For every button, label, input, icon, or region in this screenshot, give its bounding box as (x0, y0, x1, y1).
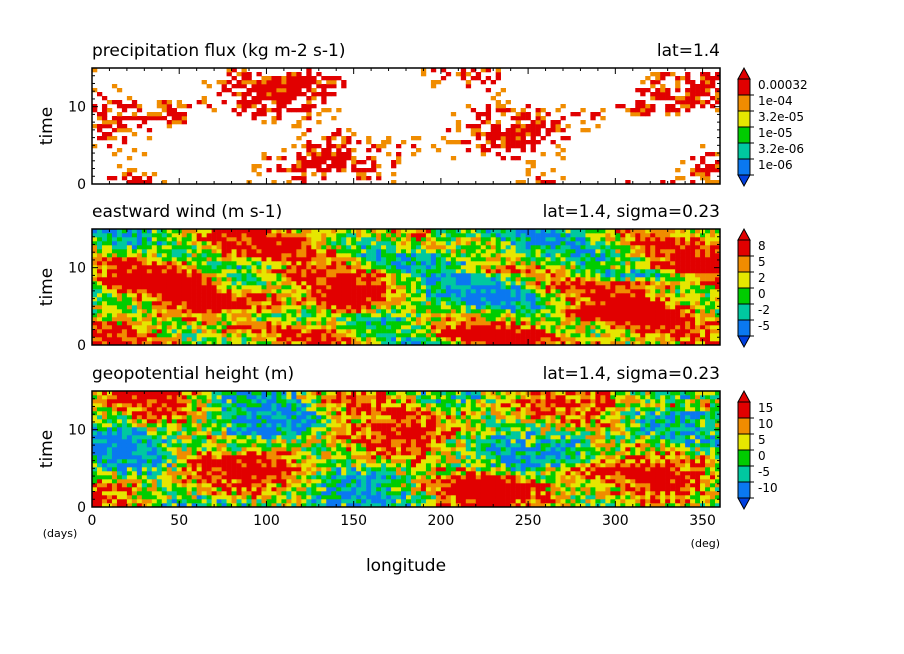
x-tick-label: 350 (689, 513, 716, 529)
panel-subtitle: lat=1.4, sigma=0.23 (543, 202, 720, 222)
colorbar-min-arrow (737, 335, 751, 349)
colorbar-swatch (737, 287, 751, 305)
panel-3: geopotential height (m) lat=1.4, sigma=0.… (37, 364, 778, 576)
x-unit-label: (deg) (691, 537, 720, 550)
y-axis-label: time (37, 107, 57, 145)
panel-subtitle: lat=1.4, sigma=0.23 (543, 364, 720, 384)
x-tick-label: 0 (88, 513, 97, 529)
colorbar-max-arrow (737, 389, 751, 403)
y-tick-label: 10 (68, 423, 86, 439)
colorbar-min-arrow (737, 497, 751, 511)
colorbar-swatch (737, 465, 751, 483)
panel-2: eastward wind (m s-1) lat=1.4, sigma=0.23… (37, 202, 770, 354)
colorbar-swatch (737, 78, 751, 96)
panel-title: geopotential height (m) (92, 364, 294, 384)
colorbar-label: 0 (758, 449, 766, 463)
y-ticks (92, 228, 720, 346)
panel-title: eastward wind (m s-1) (92, 202, 282, 222)
colorbar-swatch (737, 401, 751, 419)
colorbar-label: 8 (758, 239, 766, 253)
colorbar-label: 1e-05 (758, 126, 793, 140)
colorbar-swatch (737, 319, 751, 337)
y-axis-label: time (37, 268, 57, 306)
y-tick-label: 0 (77, 500, 86, 516)
colorbar-max-arrow (737, 227, 751, 241)
heatmap-field (92, 68, 721, 185)
colorbar-swatch (737, 255, 751, 273)
colorbar-label: 3.2e-06 (758, 142, 804, 156)
colorbar: 0.00032 1e-04 3.2e-05 1e-05 3.2e-06 1e-06 (737, 66, 808, 188)
colorbar-swatch (737, 110, 751, 128)
colorbar-swatch (737, 94, 751, 112)
x-tick-label: 300 (602, 513, 629, 529)
panel-subtitle: lat=1.4 (657, 41, 720, 61)
colorbar-label: -5 (758, 465, 770, 479)
x-ticks (91, 391, 721, 507)
colorbar-label: 5 (758, 433, 766, 447)
heatmap-field (92, 391, 721, 508)
panel-1: precipitation flux (kg m-2 s-1) lat=1.4 0 1… (37, 41, 808, 193)
colorbar-label: 1e-04 (758, 94, 793, 108)
x-ticks (91, 229, 721, 345)
x-tick-label: 150 (340, 513, 367, 529)
panel-title: precipitation flux (kg m-2 s-1) (92, 41, 345, 61)
y-unit-label: (days) (43, 527, 78, 540)
colorbar-label: 2 (758, 271, 766, 285)
x-ticks (91, 68, 721, 184)
colorbar-label: -10 (758, 481, 778, 495)
x-axis-label: longitude (366, 556, 446, 576)
y-tick-label: 0 (77, 338, 86, 354)
colorbar: 8 5 2 0 -2 -5 (737, 227, 770, 349)
y-tick-label: 0 (77, 177, 86, 193)
x-tick-label: 100 (253, 513, 280, 529)
colorbar-label: -2 (758, 303, 770, 317)
colorbar-label: -5 (758, 319, 770, 333)
colorbar-swatch (737, 271, 751, 289)
y-ticks (92, 390, 720, 508)
colorbar-label: 0.00032 (758, 78, 808, 92)
y-ticks (92, 67, 720, 185)
colorbar-swatch (737, 126, 751, 144)
colorbar-label: 10 (758, 417, 773, 431)
heatmap-field (92, 229, 721, 346)
colorbar-max-arrow (737, 66, 751, 80)
colorbar-label: 3.2e-05 (758, 110, 804, 124)
x-tick-label: 50 (170, 513, 188, 529)
x-tick-label: 200 (428, 513, 455, 529)
colorbar-label: 1e-06 (758, 158, 793, 172)
colorbar-label: 0 (758, 287, 766, 301)
colorbar-swatch (737, 239, 751, 257)
colorbar-swatch (737, 433, 751, 451)
colorbar-label: 5 (758, 255, 766, 269)
y-axis-label: time (37, 430, 57, 468)
colorbar-swatch (737, 449, 751, 467)
colorbar-swatch (737, 303, 751, 321)
colorbar-min-arrow (737, 174, 751, 188)
colorbar-swatch (737, 142, 751, 160)
plot-frame (91, 67, 721, 185)
x-tick-label: 250 (515, 513, 542, 529)
y-tick-label: 10 (68, 261, 86, 277)
colorbar: 15 10 5 0 -5 -10 (737, 389, 778, 511)
colorbar-label: 15 (758, 401, 773, 415)
y-tick-label: 10 (68, 100, 86, 116)
colorbar-swatch (737, 417, 751, 435)
colorbar-swatch (737, 158, 751, 176)
colorbar-swatch (737, 481, 751, 499)
